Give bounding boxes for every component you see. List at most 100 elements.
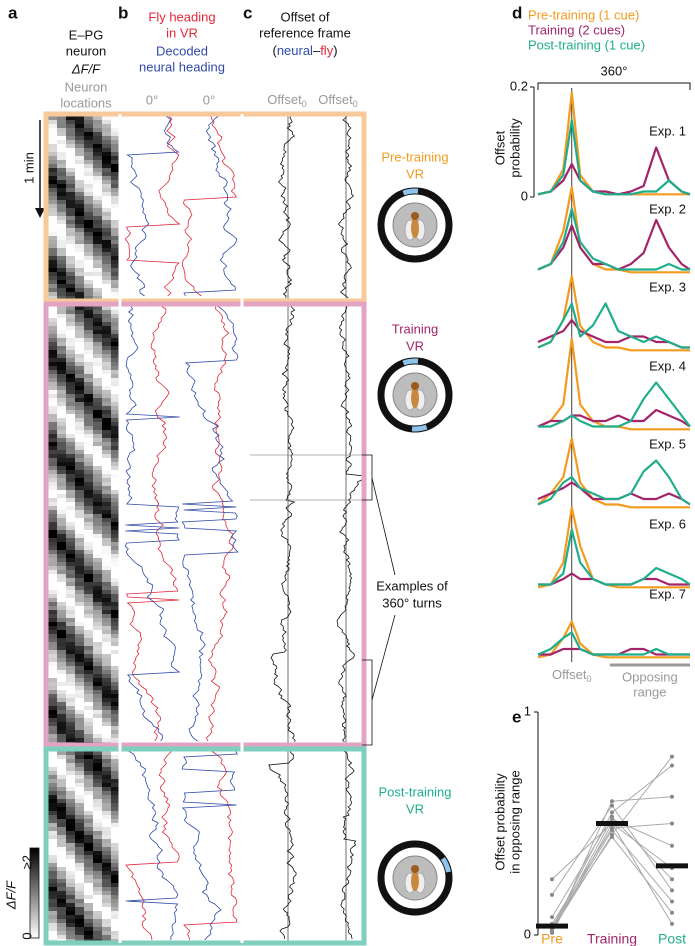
mean-bar xyxy=(596,821,628,826)
heatmap-cell xyxy=(75,188,84,192)
heatmap-cell xyxy=(111,224,120,228)
heatmap-cell xyxy=(93,430,102,434)
heatmap-cell xyxy=(66,602,75,606)
y-tick-label: 0.2 xyxy=(510,78,528,93)
heatmap-cell xyxy=(111,172,120,176)
heatmap-cell xyxy=(111,390,120,394)
heatmap-cell xyxy=(102,738,111,742)
heatmap-cell xyxy=(84,354,93,358)
traces xyxy=(48,115,365,943)
heatmap-cell xyxy=(66,152,75,156)
heatmap-cell xyxy=(111,586,120,590)
heatmap-cell xyxy=(84,658,93,662)
heatmap-cell xyxy=(57,284,66,288)
heatmap-cell xyxy=(111,562,120,566)
heatmap-cell xyxy=(102,184,111,188)
label: 0° xyxy=(203,92,215,107)
heatmap-cell xyxy=(84,510,93,514)
heatmap-cell xyxy=(84,590,93,594)
heatmap-cell xyxy=(75,730,84,734)
heatmap-cell xyxy=(93,208,102,212)
heatmap-cell xyxy=(57,264,66,268)
heatmap-cell xyxy=(57,730,66,734)
heatmap-cell xyxy=(75,586,84,590)
heatmap-cell xyxy=(111,851,120,855)
heatmap-cell xyxy=(75,811,84,815)
heatmap-cell xyxy=(66,362,75,366)
heatmap-cell xyxy=(66,148,75,152)
heatmap-cell xyxy=(84,140,93,144)
heatmap-cell xyxy=(66,855,75,859)
fly-point xyxy=(610,834,614,839)
fly-point xyxy=(550,877,554,882)
heatmap-cell xyxy=(84,236,93,240)
heatmap-cell xyxy=(48,470,57,474)
heatmap-cell xyxy=(111,738,120,742)
heatmap-cell xyxy=(48,164,57,168)
heatmap-cell xyxy=(111,823,120,827)
heatmap-cell xyxy=(66,292,75,296)
heatmap-cell xyxy=(102,366,111,370)
heatmap-cell xyxy=(48,923,57,927)
fly-head xyxy=(411,382,419,390)
heatmap-cell xyxy=(48,276,57,280)
heatmap-cell xyxy=(75,256,84,260)
heatmap-cell xyxy=(48,558,57,562)
heatmap-cell xyxy=(93,200,102,204)
heatmap-cell xyxy=(84,586,93,590)
heatmap-cell xyxy=(84,755,93,759)
heatmap-cell xyxy=(48,678,57,682)
heatmap-cell xyxy=(93,148,102,152)
heatmap-cell xyxy=(48,530,57,534)
heatmap-cell xyxy=(48,128,57,132)
heatmap-cell xyxy=(48,458,57,462)
heatmap-cell xyxy=(66,442,75,446)
heatmap-cell xyxy=(66,871,75,875)
heatmap-cell xyxy=(66,224,75,228)
heatmap-cell xyxy=(84,362,93,366)
heatmap-cell xyxy=(48,410,57,414)
heatmap-cell xyxy=(75,506,84,510)
heatmap-cell xyxy=(75,326,84,330)
heatmap-cell xyxy=(66,590,75,594)
heatmap-cell xyxy=(111,486,120,490)
heatmap-cell xyxy=(66,835,75,839)
heatmap-cell xyxy=(57,590,66,594)
heatmap-cell xyxy=(84,646,93,650)
heatmap-cell xyxy=(57,486,66,490)
heatmap-cell xyxy=(75,690,84,694)
heatmap-cell xyxy=(66,358,75,362)
heatmap-cell xyxy=(57,879,66,883)
heatmap-cell xyxy=(75,358,84,362)
heatmap-cell xyxy=(48,176,57,180)
heatmap-cell xyxy=(57,863,66,867)
heatmap-cell xyxy=(75,160,84,164)
heatmap-cell xyxy=(102,268,111,272)
heatmap-cell xyxy=(93,322,102,326)
heatmap-cell xyxy=(111,264,120,268)
heatmap-cell xyxy=(84,791,93,795)
heatmap-cell xyxy=(93,602,102,606)
heatmap-cell xyxy=(48,887,57,891)
heatmap-cell xyxy=(84,132,93,136)
heatmap-cell xyxy=(93,228,102,232)
heatmap-cell xyxy=(93,248,102,252)
heatmap-cell xyxy=(111,510,120,514)
heatmap-cell xyxy=(102,899,111,903)
heatmap-cell xyxy=(111,779,120,783)
heatmap-cell xyxy=(48,482,57,486)
heatmap-cell xyxy=(75,791,84,795)
heatmap-cell xyxy=(66,734,75,738)
heatmap-cell xyxy=(93,220,102,224)
heatmap-cell xyxy=(84,310,93,314)
heatmap-cell xyxy=(111,578,120,582)
heatmap-cell xyxy=(102,598,111,602)
heatmap-cell xyxy=(57,482,66,486)
heatmap-cell xyxy=(66,546,75,550)
heatmap-cell xyxy=(66,510,75,514)
legend-entry: Post-training (1 cue) xyxy=(528,37,645,52)
heatmap-cell xyxy=(93,514,102,518)
heatmap-cell xyxy=(111,706,120,710)
heatmap-cell xyxy=(48,268,57,272)
heatmap-cell xyxy=(102,462,111,466)
